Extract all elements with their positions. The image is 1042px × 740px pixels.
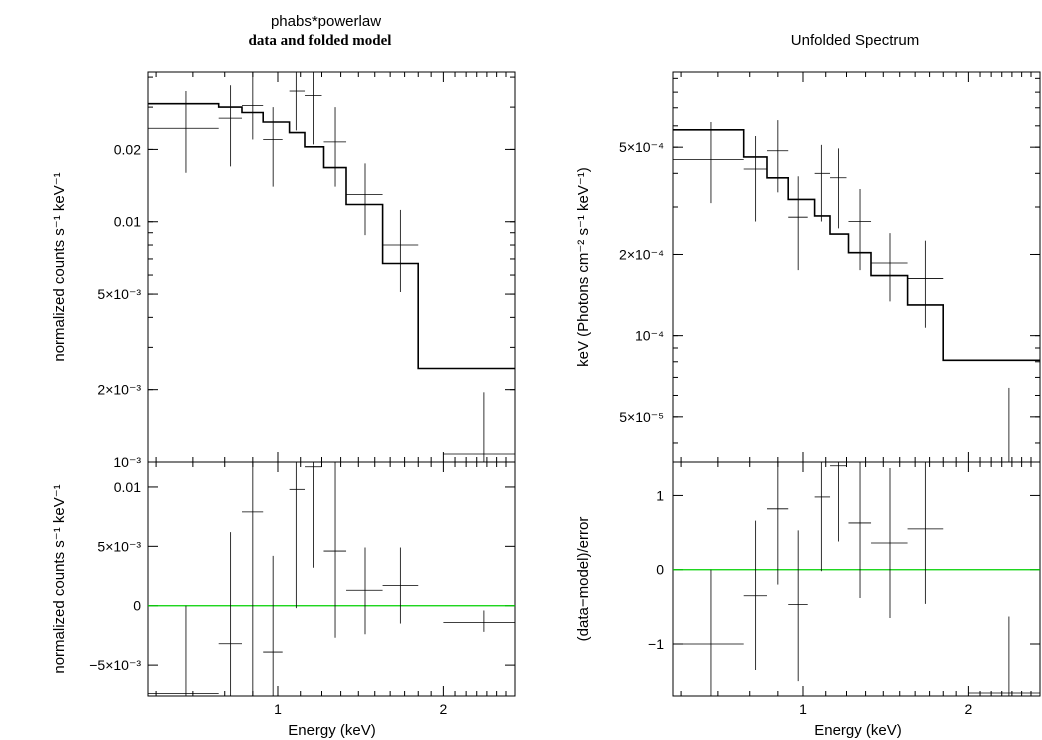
left-top-data-point xyxy=(346,163,383,236)
right-top-data-point xyxy=(968,387,1040,463)
left-bottom-frame xyxy=(147,461,516,697)
left-top-ytick-label: 5×10⁻³ xyxy=(97,286,141,302)
left-bottom-xtick-label: 1 xyxy=(274,701,282,717)
chart-subtitle: data and folded model xyxy=(249,33,392,49)
right-bottom-data-point xyxy=(743,520,767,670)
right-top-ytick-label: 10⁻⁴ xyxy=(635,328,664,344)
left-top-data-point xyxy=(289,72,306,131)
left-top-data-point xyxy=(305,72,322,145)
right-bottom-data-point xyxy=(673,569,744,696)
left-bottom-data-point xyxy=(263,555,283,696)
right-bottom-data-point xyxy=(788,530,808,682)
right-top-data-point xyxy=(871,233,908,302)
left-bottom-data-point xyxy=(305,462,322,568)
right-top-data-point xyxy=(848,188,872,271)
left-top-data-point xyxy=(443,392,515,462)
left-top-data-point xyxy=(218,85,242,167)
left-top-model-line xyxy=(148,102,515,370)
left-bottom-y-axis-label: normalized counts s⁻¹ keV⁻¹ xyxy=(51,484,68,673)
right-panel-heading: Unfolded Spectrum xyxy=(791,32,919,49)
right-bottom-data-point xyxy=(907,462,944,604)
left-bottom-xtick-label: 2 xyxy=(439,701,447,717)
right-top-data-point xyxy=(907,240,944,328)
left-top-y-axis-label: normalized counts s⁻¹ keV⁻¹ xyxy=(51,172,68,361)
right-bottom-xtick-label: 2 xyxy=(964,701,972,717)
left-bottom-data-point xyxy=(443,610,515,632)
left-top-ytick-label: 10⁻³ xyxy=(113,454,141,470)
left-bottom-data-point xyxy=(323,462,347,638)
left-bottom-data-point xyxy=(148,605,219,696)
left-bottom-data-point xyxy=(241,462,264,696)
left-bottom-data-point xyxy=(346,547,383,635)
left-top-ytick-label: 0.01 xyxy=(114,214,141,230)
left-top-ytick-label: 2×10⁻³ xyxy=(97,382,141,398)
right-top-ytick-label: 5×10⁻⁵ xyxy=(619,409,664,425)
right-bottom-frame xyxy=(672,461,1041,697)
right-top-data-point xyxy=(743,136,767,222)
right-top-model-line xyxy=(673,129,1040,362)
right-bottom-data-point xyxy=(766,462,789,585)
left-bottom-ytick-label: 0 xyxy=(133,598,141,614)
chart-title: phabs*powerlaw xyxy=(271,13,381,30)
right-bottom-data-point xyxy=(814,462,831,572)
left-bottom-ytick-label: 5×10⁻³ xyxy=(97,538,141,554)
left-top-data-point xyxy=(323,107,347,187)
left-top-data-point xyxy=(263,107,283,187)
left-top-data-point xyxy=(382,209,419,292)
right-top-data-point xyxy=(814,144,831,222)
right-bottom-data-point xyxy=(830,462,847,542)
right-top-y-axis-label: keV (Photons cm⁻² s⁻¹ keV⁻¹) xyxy=(575,167,592,367)
left-bottom-ytick-label: 0.01 xyxy=(114,479,141,495)
right-bottom-y-axis-label: (data−model)/error xyxy=(575,517,592,642)
right-panel: 5×10⁻⁴ 2×10⁻⁴ 10⁻⁴ 5×10⁻⁵ keV (Photons cm⁻² … xyxy=(575,71,1041,717)
right-bottom-data-point xyxy=(848,462,872,598)
right-top-data-point xyxy=(673,121,744,204)
left-panel: 0.02 0.01 5×10⁻³ 2×10⁻³ 10⁻³ normalized count… xyxy=(51,71,516,717)
right-bottom-ytick-label: −1 xyxy=(648,636,664,652)
right-top-data-point xyxy=(830,148,847,229)
left-top-frame xyxy=(147,71,516,463)
right-bottom-ytick-label: 0 xyxy=(656,562,664,578)
right-top-ytick-label: 2×10⁻⁴ xyxy=(619,246,664,262)
right-bottom-xtick-label: 1 xyxy=(799,701,807,717)
right-bottom-ytick-label: 1 xyxy=(656,487,664,503)
left-bottom-ytick-label: −5×10⁻³ xyxy=(89,657,141,673)
left-top-data-point xyxy=(241,72,264,140)
left-top-ytick-label: 0.02 xyxy=(114,141,141,157)
left-bottom-data-point xyxy=(218,532,242,696)
right-top-data-point xyxy=(766,120,789,193)
left-bottom-data-point xyxy=(382,547,419,624)
left-x-axis-label: Energy (keV) xyxy=(288,722,376,739)
right-top-ytick-label: 5×10⁻⁴ xyxy=(619,139,664,155)
right-bottom-data-point xyxy=(871,467,908,618)
left-bottom-data-point xyxy=(289,462,306,609)
right-bottom-data-point xyxy=(968,616,1040,696)
left-top-data-point xyxy=(148,91,219,173)
right-top-data-point xyxy=(788,176,808,271)
right-x-axis-label: Energy (keV) xyxy=(814,722,902,739)
